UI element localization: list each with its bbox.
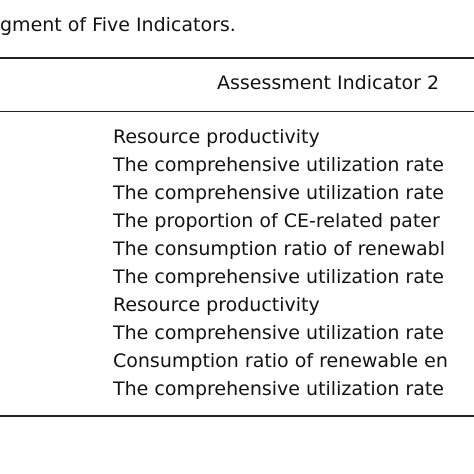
header-rule (0, 111, 474, 112)
table-cell: Resource productivity (113, 126, 320, 148)
table-cell: Resource productivity (113, 294, 320, 316)
table-cell: The comprehensive utilization rate (113, 322, 444, 344)
table-cell: The proportion of CE-related pater (113, 210, 440, 232)
table-cell: The comprehensive utilization rate (113, 378, 444, 400)
top-rule (0, 57, 474, 59)
table-cell: Consumption ratio of renewable en (113, 350, 448, 372)
table-cell: The comprehensive utilization rate (113, 266, 444, 288)
bottom-rule (0, 415, 474, 417)
table-cell: The consumption ratio of renewabl (113, 238, 445, 260)
table-cell: The comprehensive utilization rate (113, 182, 444, 204)
table-caption: gment of Five Indicators. (0, 14, 236, 36)
column-header: Assessment Indicator 2 (217, 72, 440, 94)
table-cell: The comprehensive utilization rate (113, 154, 444, 176)
